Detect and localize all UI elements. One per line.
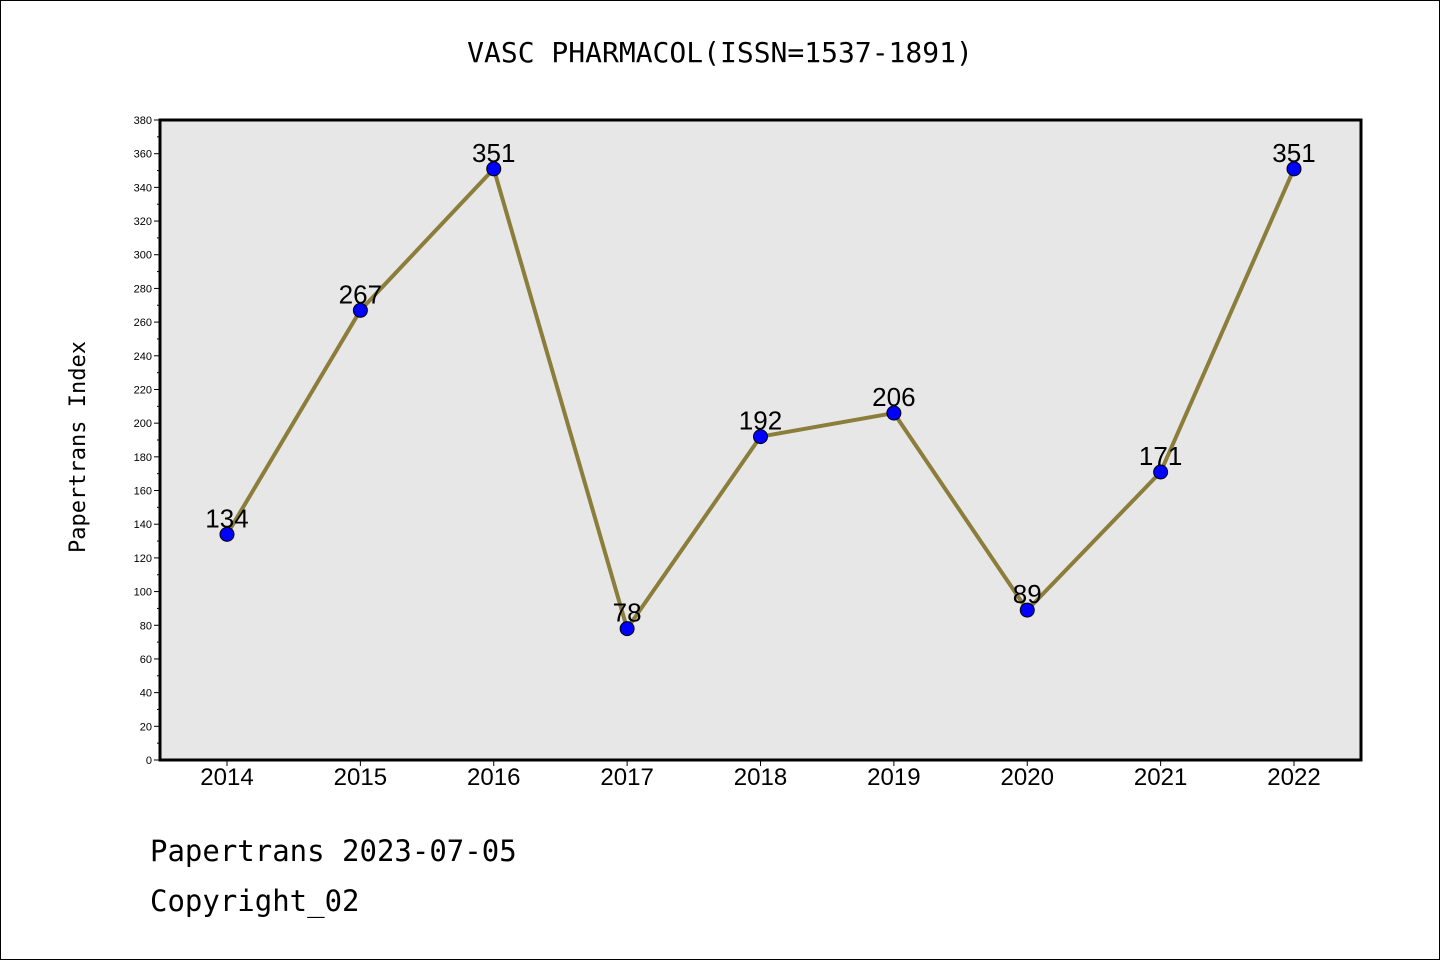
data-point (886, 405, 902, 421)
data-point (1286, 161, 1302, 177)
x-tick-label: 2021 (1134, 764, 1187, 791)
data-label: 89 (1013, 579, 1042, 609)
y-tick-label: 80 (140, 620, 152, 632)
y-tick-label: 40 (140, 688, 152, 700)
y-axis: 0 20 40 60 80 100 120 140 160 180 200 220 240 260 280 3… (134, 115, 160, 767)
data-point (1019, 602, 1035, 618)
data-point (619, 621, 635, 637)
y-tick-label: 20 (140, 721, 152, 733)
data-label: 351 (472, 138, 515, 168)
y-tick-label: 160 (134, 486, 152, 498)
data-point (352, 302, 368, 318)
data-label: 134 (205, 503, 248, 533)
data-label: 192 (739, 406, 782, 436)
x-axis: 2014 2015 2016 2017 2018 2019 2020 2021 2022 (200, 760, 1321, 791)
x-tick-label: 2015 (334, 764, 387, 791)
y-tick-label: 240 (134, 351, 152, 363)
series-markers (219, 161, 1302, 637)
data-label: 78 (613, 598, 642, 628)
data-label: 267 (339, 279, 382, 309)
y-tick-label: 340 (134, 182, 152, 194)
footer-date: Papertrans 2023-07-05 (150, 834, 517, 868)
x-tick-label: 2018 (734, 764, 787, 791)
footer-copyright: Copyright_02 (150, 884, 360, 918)
data-point (1153, 464, 1169, 480)
y-tick-label: 320 (134, 216, 152, 228)
y-tick-label: 120 (134, 553, 152, 565)
y-tick-label: 260 (134, 317, 152, 329)
data-labels: 134 267 351 78 192 206 89 171 351 (205, 138, 1315, 628)
y-tick-label: 180 (134, 452, 152, 464)
data-point (486, 161, 502, 177)
y-tick-label: 140 (134, 519, 152, 531)
y-tick-label: 360 (134, 149, 152, 161)
y-tick-label: 380 (134, 115, 152, 127)
y-tick-label: 220 (134, 384, 152, 396)
data-label: 206 (872, 382, 915, 412)
x-tick-label: 2022 (1267, 764, 1320, 791)
data-label: 351 (1272, 138, 1315, 168)
x-tick-label: 2014 (200, 764, 253, 791)
y-tick-label: 60 (140, 654, 152, 666)
y-tick-label: 0 (146, 755, 152, 767)
y-tick-label: 100 (134, 587, 152, 599)
x-tick-label: 2020 (1001, 764, 1054, 791)
chart-title: VASC PHARMACOL(ISSN=1537-1891) (467, 36, 973, 69)
y-tick-label: 280 (134, 283, 152, 295)
data-point (753, 429, 768, 445)
y-tick-label: 300 (134, 250, 152, 262)
x-tick-label: 2019 (867, 764, 920, 791)
y-tick-label: 200 (134, 418, 152, 430)
data-label: 171 (1139, 441, 1182, 471)
x-tick-label: 2016 (467, 764, 520, 791)
data-point (219, 526, 235, 542)
x-tick-label: 2017 (600, 764, 653, 791)
y-axis-label: Papertrans Index (66, 341, 91, 553)
